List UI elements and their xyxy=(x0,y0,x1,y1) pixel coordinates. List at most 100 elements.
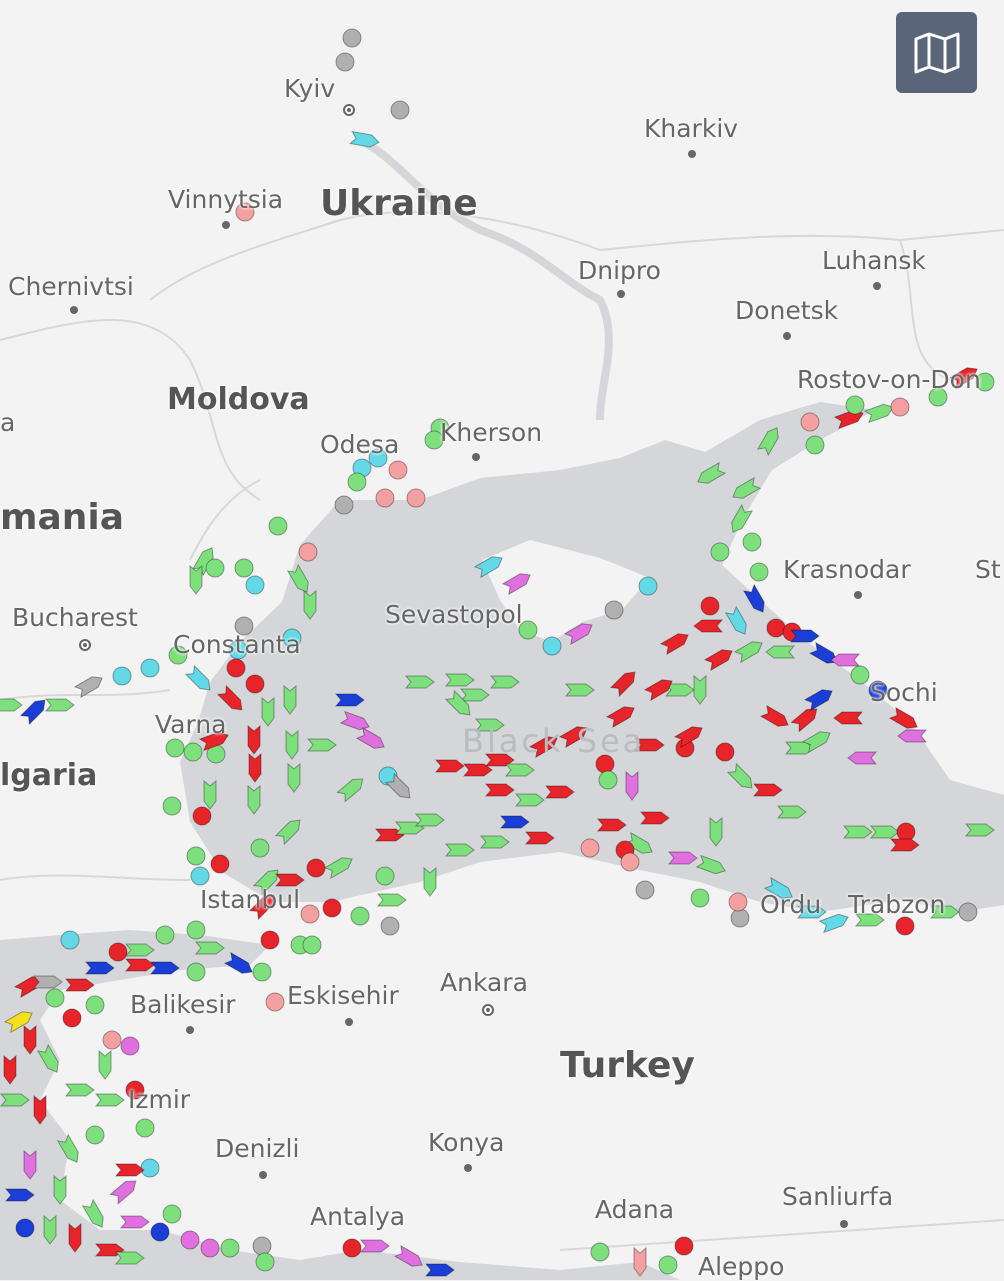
vessel-marker-pleasure[interactable] xyxy=(120,1036,140,1056)
vessel-marker-passenger[interactable] xyxy=(4,1188,35,1202)
vessel-marker-cargo[interactable] xyxy=(518,620,538,640)
vessel-marker-unknown[interactable] xyxy=(384,772,414,802)
vessel-marker-cargo[interactable] xyxy=(255,1252,275,1272)
vessel-marker-fishing[interactable] xyxy=(388,460,408,480)
vessel-marker-cargo[interactable] xyxy=(186,962,206,982)
vessel-marker-cargo[interactable] xyxy=(664,683,695,697)
vessel-marker-cargo[interactable] xyxy=(695,854,727,877)
vessel-marker-cargo[interactable] xyxy=(306,738,337,752)
vessel-marker-tanker[interactable] xyxy=(790,704,820,733)
vessel-marker-tanker[interactable] xyxy=(752,783,783,797)
vessel-marker-tanker[interactable] xyxy=(124,958,155,972)
map-layers-button[interactable] xyxy=(896,12,977,93)
vessel-marker-cargo[interactable] xyxy=(842,825,873,839)
vessel-marker-cargo[interactable] xyxy=(514,793,545,807)
vessel-marker-cargo[interactable] xyxy=(85,995,105,1015)
vessel-marker-passenger[interactable] xyxy=(15,1218,35,1238)
vessel-marker-fishing[interactable] xyxy=(580,838,600,858)
vessel-marker-fishing[interactable] xyxy=(800,412,820,432)
vessel-marker-tanker[interactable] xyxy=(210,854,230,874)
vessel-marker-tug_special[interactable] xyxy=(349,130,380,149)
vessel-marker-tanker[interactable] xyxy=(634,738,665,752)
vessel-marker-tanker[interactable] xyxy=(434,759,465,773)
vessel-marker-pleasure[interactable] xyxy=(109,1176,139,1205)
vessel-marker-tanker[interactable] xyxy=(192,806,212,826)
vessel-marker-pleasure[interactable] xyxy=(200,1238,220,1258)
vessel-marker-fishing[interactable] xyxy=(633,1246,647,1277)
vessel-marker-cargo[interactable] xyxy=(268,516,288,536)
vessel-marker-cargo[interactable] xyxy=(928,387,948,407)
vessel-marker-cargo[interactable] xyxy=(162,796,182,816)
vessel-marker-tug_special[interactable] xyxy=(112,666,132,686)
vessel-marker-cargo[interactable] xyxy=(287,762,301,793)
vessel-marker-tanker[interactable] xyxy=(248,891,278,921)
vessel-marker-unknown[interactable] xyxy=(380,916,400,936)
vessel-marker-cargo[interactable] xyxy=(728,503,754,535)
vessel-marker-tanker[interactable] xyxy=(342,1238,362,1258)
vessel-marker-cargo[interactable] xyxy=(350,906,370,926)
vessel-marker-pleasure[interactable] xyxy=(355,726,387,752)
vessel-marker-tanker[interactable] xyxy=(114,1163,145,1177)
vessel-marker-cargo[interactable] xyxy=(489,675,520,689)
vessel-marker-cargo[interactable] xyxy=(479,835,510,849)
vessel-marker-tanker[interactable] xyxy=(703,646,735,672)
vessel-marker-tanker[interactable] xyxy=(23,1024,37,1055)
vessel-marker-tug_special[interactable] xyxy=(368,448,388,468)
vessel-marker-tanker[interactable] xyxy=(896,822,916,842)
vessel-marker-tanker[interactable] xyxy=(274,873,305,887)
vessel-marker-pleasure[interactable] xyxy=(23,1149,37,1180)
vessel-marker-cargo[interactable] xyxy=(44,698,75,712)
vessel-marker-cargo[interactable] xyxy=(805,435,825,455)
vessel-marker-cargo[interactable] xyxy=(247,784,261,815)
vessel-marker-fishing[interactable] xyxy=(265,992,285,1012)
vessel-marker-tanker[interactable] xyxy=(322,898,342,918)
vessel-marker-cargo[interactable] xyxy=(124,943,155,957)
vessel-marker-pleasure[interactable] xyxy=(359,1239,390,1253)
vessel-marker-pleasure[interactable] xyxy=(180,1230,200,1250)
vessel-marker-cargo[interactable] xyxy=(504,763,535,777)
vessel-marker-cargo[interactable] xyxy=(845,395,865,415)
vessel-marker-passenger[interactable] xyxy=(424,1263,455,1277)
vessel-marker-cargo[interactable] xyxy=(590,1242,610,1262)
vessel-marker-tug_special[interactable] xyxy=(184,664,214,694)
vessel-marker-cargo[interactable] xyxy=(183,742,203,762)
vessel-marker-cargo[interactable] xyxy=(81,1198,107,1230)
vessel-marker-tanker[interactable] xyxy=(260,930,280,950)
vessel-marker-cargo[interactable] xyxy=(929,905,960,919)
vessel-marker-pleasure[interactable] xyxy=(119,1215,150,1229)
vessel-marker-cargo[interactable] xyxy=(252,962,272,982)
vessel-marker-cargo[interactable] xyxy=(444,673,475,687)
vessel-marker-cargo[interactable] xyxy=(404,675,435,689)
vessel-marker-cargo[interactable] xyxy=(658,1255,678,1275)
vessel-marker-fishing[interactable] xyxy=(298,542,318,562)
vessel-marker-cargo[interactable] xyxy=(765,645,796,659)
vessel-marker-tanker[interactable] xyxy=(558,723,590,749)
vessel-marker-high_speed[interactable] xyxy=(3,1008,35,1034)
vessel-marker-tug_special[interactable] xyxy=(140,1158,160,1178)
vessel-marker-tug_special[interactable] xyxy=(378,766,398,786)
vessel-marker-tug_special[interactable] xyxy=(763,876,795,902)
vessel-marker-tanker[interactable] xyxy=(245,674,265,694)
vessel-marker-cargo[interactable] xyxy=(36,1043,62,1075)
vessel-marker-fishing[interactable] xyxy=(375,488,395,508)
vessel-marker-tanker[interactable] xyxy=(3,1054,17,1085)
vessel-marker-passenger[interactable] xyxy=(19,696,49,726)
vessel-marker-cargo[interactable] xyxy=(85,1125,105,1145)
vessel-marker-cargo[interactable] xyxy=(98,1049,112,1080)
vessel-marker-cargo[interactable] xyxy=(854,913,885,927)
vessel-marker-cargo[interactable] xyxy=(376,893,407,907)
vessel-marker-tanker[interactable] xyxy=(226,658,246,678)
vessel-marker-tug_special[interactable] xyxy=(228,640,248,660)
vessel-marker-fishing[interactable] xyxy=(102,1030,122,1050)
vessel-marker-tanker[interactable] xyxy=(33,1094,47,1125)
vessel-marker-cargo[interactable] xyxy=(285,729,299,760)
vessel-marker-cargo[interactable] xyxy=(474,718,505,732)
vessel-marker-passenger[interactable] xyxy=(789,629,820,643)
vessel-marker-tanker[interactable] xyxy=(609,668,639,698)
vessel-marker-tug_special[interactable] xyxy=(724,605,750,637)
vessel-marker-cargo[interactable] xyxy=(459,688,490,702)
vessel-marker-cargo[interactable] xyxy=(710,542,730,562)
vessel-marker-cargo[interactable] xyxy=(444,843,475,857)
vessel-marker-pleasure[interactable] xyxy=(393,1244,425,1270)
